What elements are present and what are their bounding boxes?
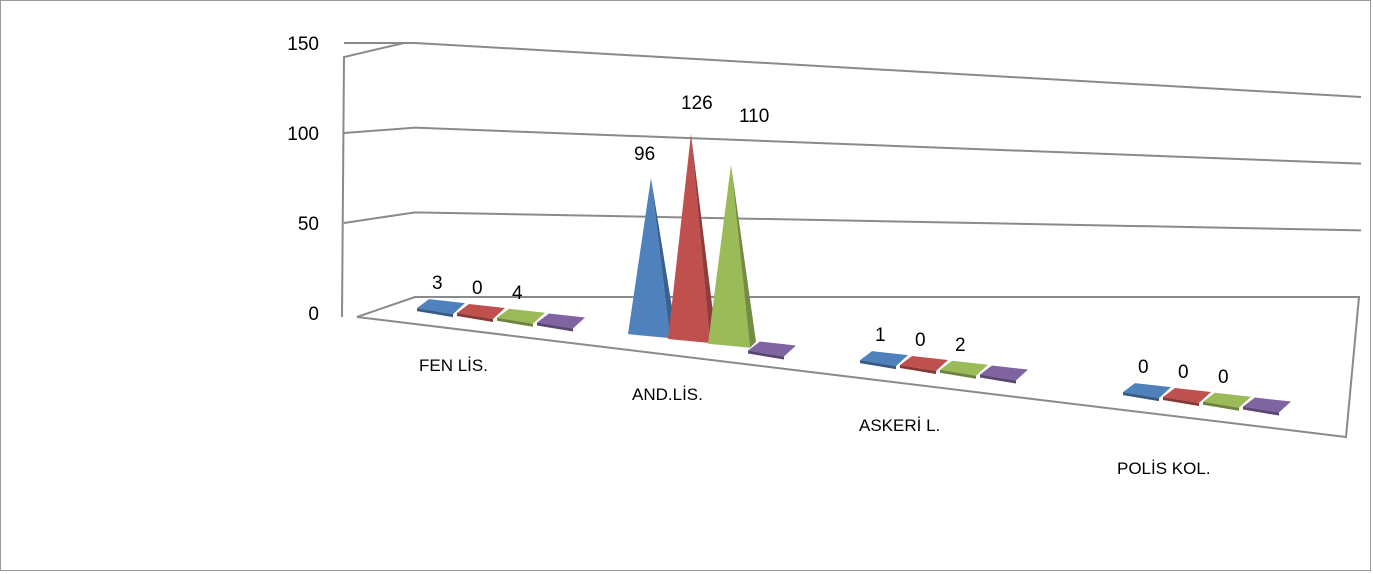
y-axis-ticks: 0 50 100 150 — [287, 34, 319, 325]
cone-base-edge — [537, 322, 573, 332]
cone-base — [1243, 397, 1291, 413]
data-label: 3 — [432, 273, 443, 294]
cone-base — [860, 351, 908, 367]
cone-side — [691, 133, 716, 343]
data-label: 126 — [681, 93, 713, 114]
cone-base-edge — [1123, 392, 1159, 402]
cone-base — [980, 365, 1028, 381]
data-label: 0 — [915, 330, 926, 351]
cone-base-edge — [417, 308, 453, 318]
category-labels: FEN LİS. AND.LİS. ASKERİ L. POLİS KOL. — [419, 356, 1211, 478]
category-label: POLİS KOL. — [1117, 459, 1211, 478]
cone-base-edge — [940, 369, 976, 379]
y-tick-label: 50 — [298, 214, 319, 235]
data-label: 4 — [512, 283, 523, 304]
cone-base-edge — [497, 317, 533, 327]
cone-side — [731, 164, 756, 348]
cone-front — [628, 177, 670, 339]
data-label: 1 — [875, 325, 886, 346]
data-labels: 3 0 4 96 126 110 1 0 2 0 0 0 — [432, 93, 1229, 388]
cone-base-edge — [1163, 396, 1199, 406]
gridlines — [343, 42, 1362, 232]
y-tick-label: 150 — [287, 34, 319, 55]
gridline-50 — [343, 211, 1362, 232]
cone-base-edge — [457, 312, 493, 322]
gridline-100 — [343, 126, 1362, 165]
cone-base — [900, 355, 948, 371]
category-label: ASKERİ L. — [859, 416, 940, 435]
data-label: 0 — [1178, 362, 1189, 383]
data-label: 96 — [634, 144, 655, 165]
data-marks — [417, 133, 1291, 416]
y-tick-label: 100 — [287, 124, 319, 145]
cone-base — [497, 308, 545, 324]
category-label: AND.LİS. — [632, 385, 703, 404]
y-tick-label: 0 — [308, 304, 319, 325]
cone-base-edge — [1243, 406, 1279, 416]
data-label: 110 — [739, 106, 769, 127]
cone-base — [1203, 392, 1251, 408]
data-label: 2 — [955, 335, 966, 356]
cone-base-edge — [748, 350, 784, 360]
cone-base-edge — [980, 374, 1016, 384]
cone-side — [651, 177, 676, 339]
data-label: 0 — [1138, 357, 1149, 378]
data-label: 0 — [472, 278, 483, 299]
cone-base-edge — [860, 360, 896, 370]
cone-base — [457, 303, 505, 319]
cone-base-edge — [900, 364, 936, 374]
cone-base-edge — [1203, 401, 1239, 411]
chart-walls — [341, 42, 1361, 439]
cone-base — [1163, 387, 1211, 403]
cone-base — [940, 360, 988, 376]
category-label: FEN LİS. — [419, 356, 488, 375]
cone-base — [417, 299, 465, 315]
gridline-150 — [344, 42, 1362, 98]
floor-outline — [356, 296, 1361, 439]
cone-front — [668, 133, 710, 343]
cone-base — [1123, 383, 1171, 399]
left-wall-edge — [341, 42, 405, 318]
cone-front — [708, 164, 750, 348]
cone-base — [748, 341, 796, 357]
cone-base — [537, 313, 585, 329]
data-label: 0 — [1218, 367, 1229, 388]
